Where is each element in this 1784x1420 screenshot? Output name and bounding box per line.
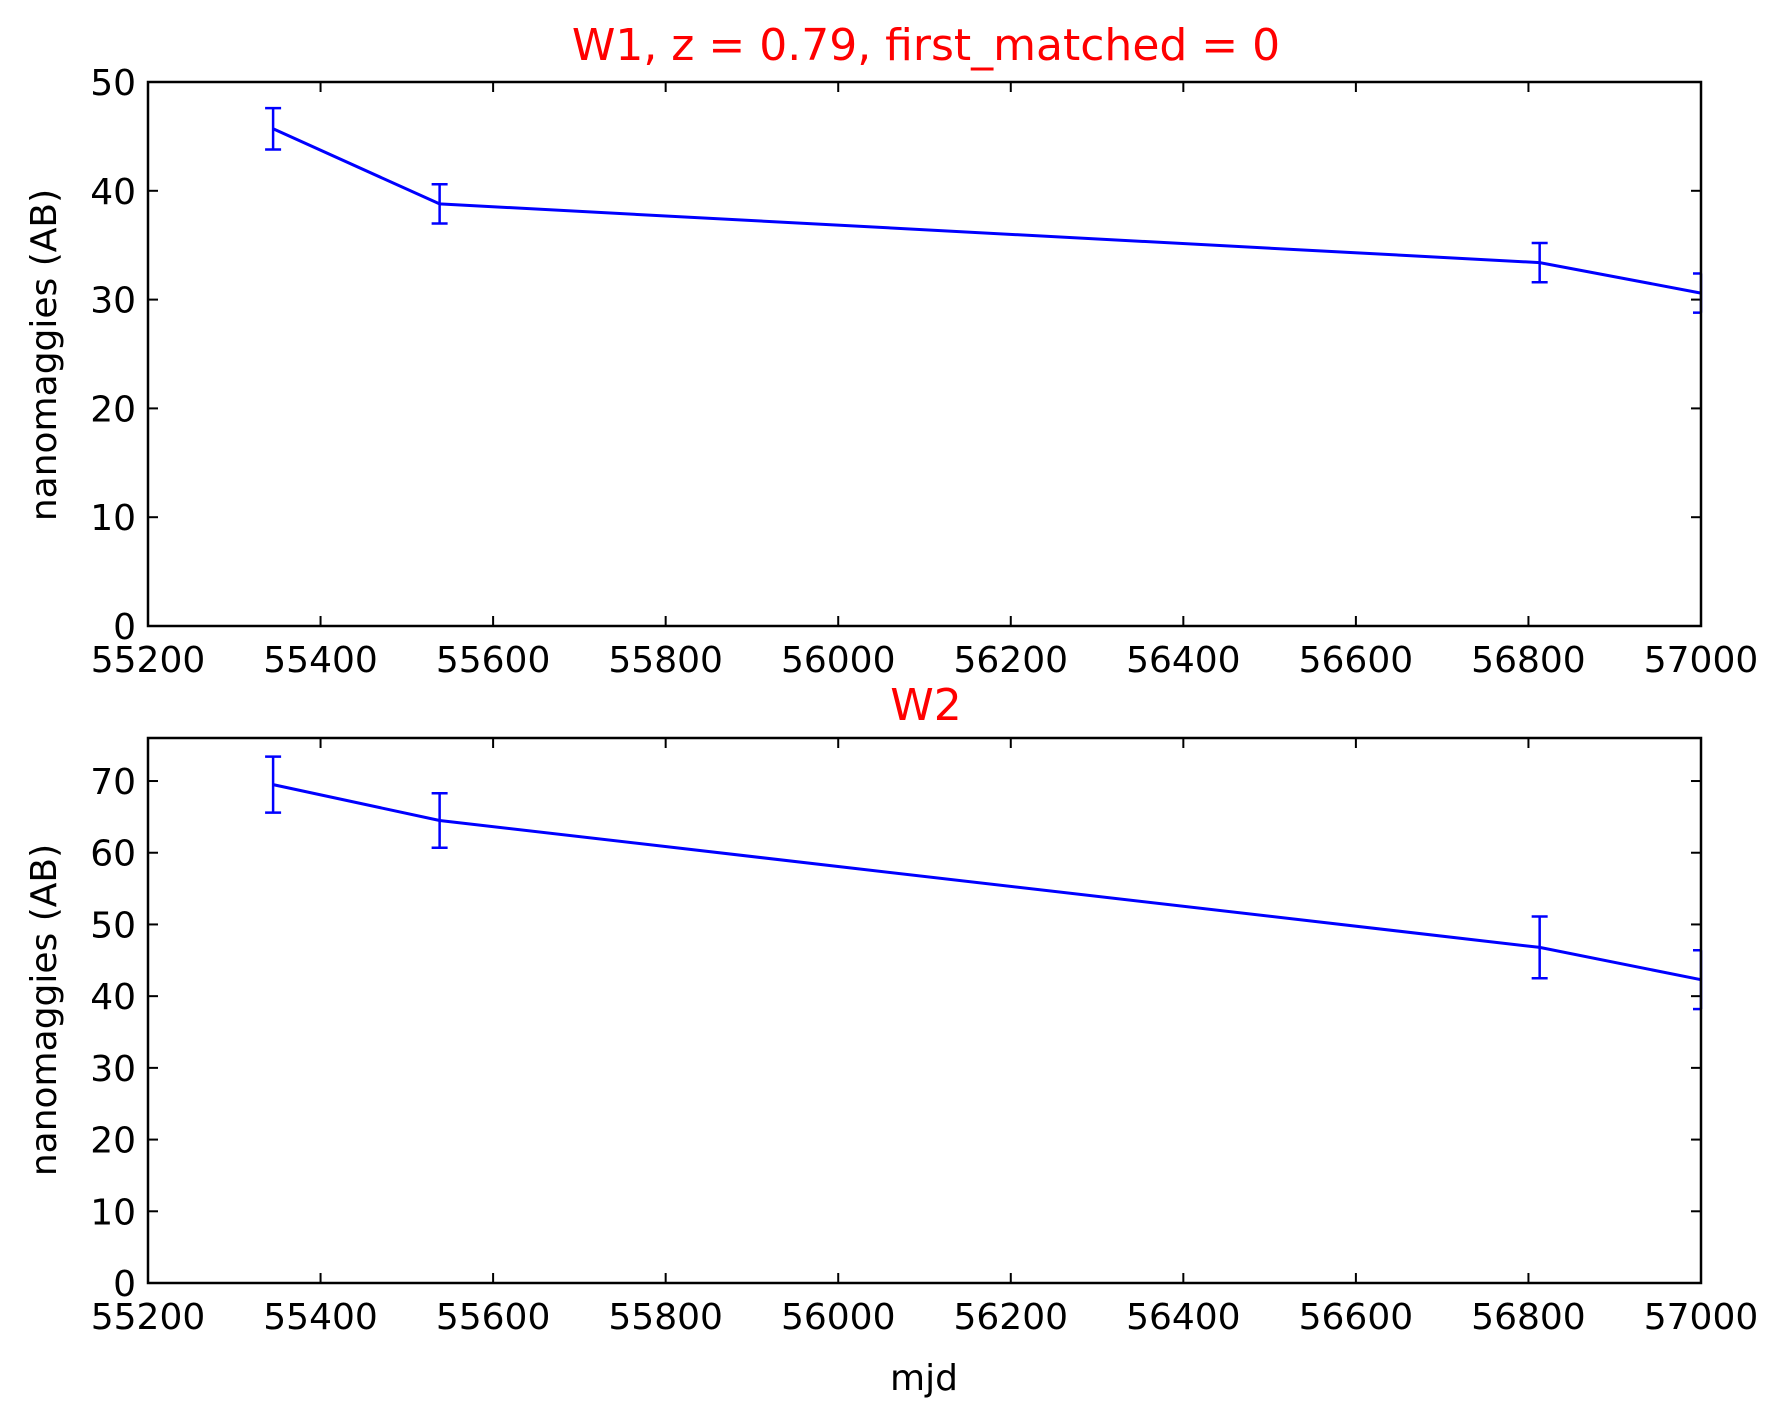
x-tick-label: 55400 xyxy=(263,1297,378,1338)
y-tick-label: 10 xyxy=(90,498,136,539)
x-tick-label: 56600 xyxy=(1299,1297,1414,1338)
series-line xyxy=(272,783,1702,982)
x-tick-label: 56400 xyxy=(1126,1297,1241,1338)
x-tick-label: 55600 xyxy=(436,1297,551,1338)
y-tick-label: 0 xyxy=(113,1264,136,1305)
y-tick-label: 50 xyxy=(90,63,136,104)
x-tick-label: 56000 xyxy=(781,640,896,681)
y-tick-label: 0 xyxy=(113,607,136,648)
w2-ticks: 55200 55400 55600 55800 56000 56200 56400 56600… xyxy=(90,738,1758,1338)
x-tick-label: 55400 xyxy=(263,640,378,681)
series-line xyxy=(272,127,1702,295)
x-tick-label: 57000 xyxy=(1644,1297,1759,1338)
y-tick-label: 40 xyxy=(90,977,136,1018)
w1-panel: W1, z = 0.79, first_matched = 0 nanomagg… xyxy=(24,20,1758,681)
x-tick-label: 56200 xyxy=(954,640,1069,681)
w2-panel: W2 nanomaggies (AB) mjd 55200 55400 55600 5… xyxy=(24,680,1758,1399)
y-tick-label: 30 xyxy=(90,1049,136,1090)
x-tick-label: 56000 xyxy=(781,1297,896,1338)
x-tick-label: 57000 xyxy=(1644,640,1759,681)
x-tick-label: 56600 xyxy=(1299,640,1414,681)
y-tick-label: 20 xyxy=(90,1121,136,1162)
x-tick-label: 56800 xyxy=(1471,1297,1586,1338)
w2-title: W2 xyxy=(890,680,962,731)
y-tick-label: 50 xyxy=(90,905,136,946)
w1-title: W1, z = 0.79, first_matched = 0 xyxy=(572,20,1280,71)
y-tick-label: 20 xyxy=(90,389,136,430)
y-tick-label: 60 xyxy=(90,834,136,875)
x-tick-label: 56400 xyxy=(1126,640,1241,681)
x-tick-label: 55200 xyxy=(91,1297,206,1338)
w2-x-axis-label: mjd xyxy=(890,1358,958,1399)
y-tick-label: 40 xyxy=(90,172,136,213)
w2-marks xyxy=(265,755,1703,1011)
w1-ticks: 55200 55400 55600 55800 56000 56200 56400 56600… xyxy=(90,63,1758,681)
w1-y-axis-label: nanomaggies (AB) xyxy=(24,189,65,521)
x-tick-label: 55200 xyxy=(91,640,206,681)
y-tick-label: 70 xyxy=(90,762,136,803)
w2-y-axis-label: nanomaggies (AB) xyxy=(24,844,65,1176)
w1-plot-frame xyxy=(146,80,1703,628)
x-tick-label: 55600 xyxy=(436,640,551,681)
x-tick-label: 56800 xyxy=(1471,640,1586,681)
y-tick-label: 30 xyxy=(90,281,136,322)
y-tick-label: 10 xyxy=(90,1192,136,1233)
x-tick-label: 55800 xyxy=(608,640,723,681)
x-tick-label: 56200 xyxy=(954,1297,1069,1338)
w2-plot-frame xyxy=(146,736,1703,1285)
x-tick-label: 55800 xyxy=(608,1297,723,1338)
